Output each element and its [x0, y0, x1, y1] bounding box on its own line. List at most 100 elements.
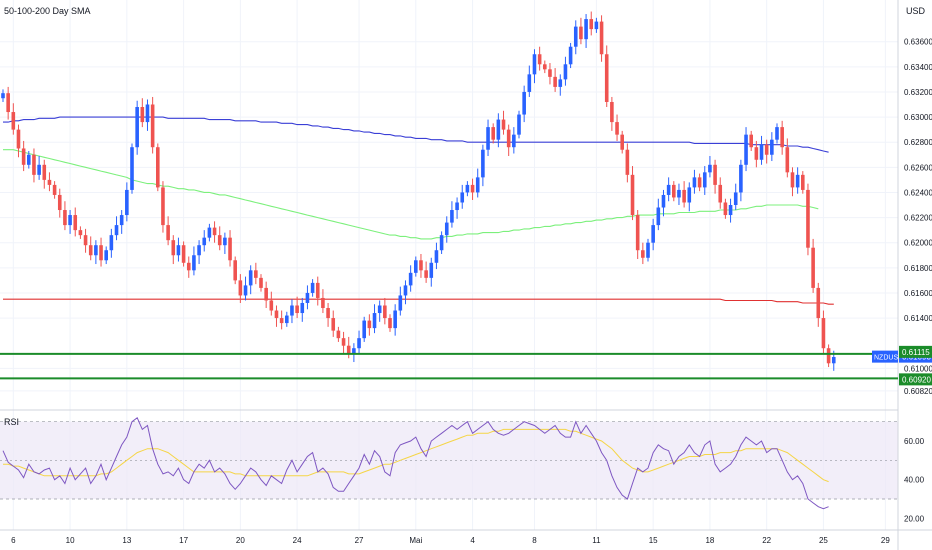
candle-body	[352, 348, 356, 354]
bull-candle	[517, 110, 521, 139]
bear-candle	[228, 230, 232, 267]
price-tick-label: 0.61600	[904, 289, 932, 298]
candle-body	[109, 235, 114, 251]
price-tick-label: 0.62600	[904, 163, 932, 172]
candle-body	[166, 225, 170, 241]
bear-candle	[254, 262, 258, 285]
bull-candle	[532, 49, 537, 84]
bull-candle	[728, 198, 733, 223]
candle-body	[481, 149, 485, 178]
currency-label: USD	[906, 6, 926, 16]
bull-candle	[465, 181, 470, 197]
bear-candle	[47, 172, 52, 192]
bear-candle	[553, 68, 557, 92]
candle-body	[615, 122, 619, 135]
candle-body	[692, 177, 697, 188]
bull-candle	[192, 246, 196, 276]
bear-candle	[57, 188, 62, 218]
candle-body	[186, 262, 191, 271]
candle-body	[475, 177, 480, 193]
bull-candle	[656, 198, 661, 231]
bull-candle	[27, 150, 31, 169]
candle-body	[573, 26, 578, 47]
candle-body	[192, 255, 196, 271]
bear-candle	[341, 331, 346, 354]
bull-candle	[558, 74, 563, 96]
bull-candle	[125, 182, 129, 222]
bull-candle	[646, 238, 650, 262]
candle-body	[754, 147, 759, 160]
bear-candle	[186, 256, 191, 278]
bear-candle	[599, 15, 604, 62]
bear-candle	[635, 210, 640, 260]
candle-body	[831, 357, 836, 364]
candle-body	[568, 46, 573, 65]
candle-body	[821, 318, 826, 349]
candle-body	[202, 237, 207, 246]
candle-body	[811, 247, 815, 288]
bear-candle	[217, 226, 222, 251]
rsi-band	[0, 421, 898, 499]
bear-candle	[42, 159, 47, 189]
time-tick-label: 24	[293, 536, 302, 545]
bull-candle	[109, 228, 114, 258]
candle-body	[181, 245, 186, 263]
bull-candle	[687, 182, 692, 212]
bull-candle	[666, 177, 671, 202]
rsi-line	[2, 417, 829, 510]
candle-body	[702, 172, 707, 188]
level-price-tag: 0.60920	[899, 373, 932, 386]
candle-body	[16, 129, 21, 149]
bear-candle	[383, 297, 387, 325]
candle-body	[708, 164, 712, 173]
price-tick-label: 0.61000	[904, 364, 932, 373]
indicator-title: 50-100-200 Day SMA	[4, 6, 91, 16]
candle-body	[305, 292, 310, 303]
bull-candle	[145, 99, 150, 131]
candle-body	[228, 237, 232, 261]
bear-candle	[579, 17, 583, 45]
bull-candle	[677, 183, 681, 205]
bull-candle	[450, 201, 454, 228]
candle-body	[11, 112, 16, 130]
bull-candle	[527, 65, 532, 97]
bear-candle	[99, 237, 103, 267]
candle-body	[57, 194, 62, 211]
candle-body	[656, 207, 661, 226]
candle-body	[465, 184, 470, 193]
bear-candle	[790, 167, 795, 197]
time-tick-label: 6	[11, 536, 16, 545]
candle-body	[553, 76, 557, 87]
candle-body	[393, 310, 397, 329]
bear-candle	[212, 221, 217, 243]
candle-body	[419, 260, 423, 271]
candle-body	[264, 287, 268, 301]
candles	[1, 11, 836, 371]
candle-body	[450, 210, 454, 223]
candle-body	[599, 21, 604, 55]
candle-body	[403, 285, 408, 296]
bull-candle	[403, 280, 408, 305]
bull-candle	[573, 20, 578, 55]
candle-body	[713, 164, 717, 185]
candle-body	[63, 210, 67, 226]
candle-body	[310, 282, 315, 293]
candle-body	[666, 184, 671, 195]
bear-candle	[32, 148, 36, 183]
rsi-title: RSI	[4, 417, 20, 427]
bull-candle	[372, 304, 377, 334]
bear-candle	[470, 178, 475, 200]
candle-body	[99, 245, 103, 261]
price-tick-label: 0.62200	[904, 214, 932, 223]
bull-candle	[584, 14, 588, 48]
candle-body	[372, 313, 377, 329]
candle-body	[790, 172, 795, 188]
bull-candle	[135, 100, 139, 155]
time-tick-label: 11	[592, 536, 601, 545]
candle-body	[651, 225, 655, 243]
bear-candle	[181, 241, 186, 267]
bear-candle	[274, 305, 279, 327]
candle-body	[749, 134, 753, 148]
candle-body	[826, 348, 831, 364]
candle-body	[543, 64, 547, 70]
